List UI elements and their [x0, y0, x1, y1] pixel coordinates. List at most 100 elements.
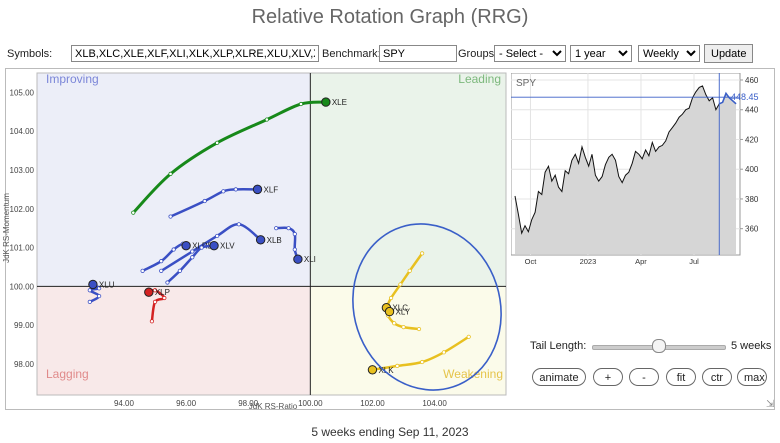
- head-marker-xlre[interactable]: [181, 240, 191, 251]
- tail-point-xlp: [149, 319, 155, 324]
- fit-button[interactable]: fit: [666, 368, 696, 386]
- tail-point-xlc: [420, 251, 425, 256]
- interval-select[interactable]: Weekly: [638, 45, 700, 62]
- tail-point-xlb: [215, 233, 220, 239]
- series-label-xlk[interactable]: XLK: [378, 366, 394, 375]
- series-label-xli[interactable]: XLI: [304, 255, 316, 264]
- tail-length-label: Tail Length:: [530, 340, 587, 352]
- tail-point-xlp: [162, 295, 167, 301]
- tail-length-value: 5 weeks: [731, 340, 772, 352]
- update-button[interactable]: Update: [704, 44, 754, 63]
- head-marker-xlu[interactable]: [88, 279, 98, 290]
- tail-point-xli: [292, 231, 297, 237]
- resize-grip-icon[interactable]: ⇲: [766, 399, 775, 410]
- benchmark-label: Benchmark:: [322, 48, 381, 60]
- plot-border: [36, 72, 507, 396]
- quadrant-weakening: [310, 286, 506, 395]
- highlight-ellipse: [352, 223, 502, 391]
- tail-point-xlc: [407, 268, 412, 273]
- x-tick-label: 98.00: [238, 399, 259, 408]
- x-tick-label: 100.00: [298, 399, 323, 408]
- y-tick-label: 99.00: [14, 321, 35, 330]
- quadrant-improving: [37, 73, 311, 287]
- tail-point-xlf: [168, 214, 173, 219]
- spy-month-label: Apr: [635, 257, 647, 266]
- tail-point-xlk: [466, 334, 471, 339]
- x-tick-label: 96.00: [176, 399, 197, 408]
- tail-xle: [131, 100, 328, 215]
- head-marker-xlv[interactable]: [209, 240, 219, 251]
- page-title: Relative Rotation Graph (RRG): [251, 6, 529, 28]
- symbols-label: Symbols:: [7, 48, 53, 60]
- tail-point-xlv: [165, 280, 170, 285]
- series-label-xlc[interactable]: XLC: [392, 304, 408, 313]
- y-tick-label: 105.00: [10, 88, 35, 97]
- spy-price-tick: 380: [745, 195, 759, 204]
- tail-point-xlv: [177, 268, 182, 273]
- y-tick-label: 104.00: [10, 127, 35, 136]
- quadrant-lagging: [37, 286, 311, 395]
- tail-point-xli: [292, 247, 297, 252]
- series-label-xlp[interactable]: XLP: [155, 288, 170, 297]
- spy-last-price: 448.45: [731, 92, 759, 102]
- head-marker-xlp[interactable]: [144, 287, 154, 297]
- spy-price-line: [514, 85, 737, 235]
- tail-point-xlv: [199, 245, 204, 250]
- head-marker-xlk[interactable]: [367, 365, 378, 375]
- period-select[interactable]: 1 year: [570, 45, 632, 62]
- head-marker-xly[interactable]: [384, 306, 395, 317]
- tail-point-xlv: [190, 255, 195, 260]
- quadrant-leading: [310, 73, 506, 287]
- series-label-xly[interactable]: XLY: [396, 308, 411, 317]
- tail-point-xlk: [420, 359, 425, 365]
- head-marker-xlb[interactable]: [255, 235, 266, 245]
- step-back-button[interactable]: -: [629, 368, 659, 386]
- tail-point-xlu: [97, 293, 102, 299]
- series-label-xlb[interactable]: XLB: [267, 236, 282, 245]
- spy-chart: SPY 460 440 420 400 380 360 Oct 2023 Apr Jul 448.…: [511, 73, 759, 266]
- x-axis-label: JdK RS-Ratio: [249, 402, 298, 411]
- tail-point-xly: [416, 326, 422, 332]
- series-label-xlv[interactable]: XLV: [220, 242, 235, 251]
- center-button[interactable]: ctr: [702, 368, 732, 386]
- step-forward-button[interactable]: +: [593, 368, 623, 386]
- series-label-xlu[interactable]: XLU: [99, 280, 115, 289]
- head-marker-xlf[interactable]: [252, 184, 263, 195]
- spy-month-label: Oct: [525, 257, 538, 266]
- tail-point-xlre: [171, 247, 176, 252]
- tail-point-xlf: [202, 198, 207, 204]
- benchmark-input[interactable]: [379, 45, 457, 62]
- series-label-xlf[interactable]: XLF: [264, 185, 279, 194]
- y-axis-label: JdK RS-Momentum: [2, 193, 11, 263]
- series-label-xle[interactable]: XLE: [332, 98, 347, 107]
- tail-point-xlk: [395, 363, 400, 369]
- tail-point-xli: [286, 226, 291, 231]
- tail-length-slider-handle[interactable]: [652, 339, 666, 353]
- tail-point-xlf: [233, 187, 238, 192]
- spy-price-tick: 440: [745, 106, 759, 115]
- groups-select[interactable]: - Select -: [494, 45, 566, 62]
- animate-button[interactable]: animate: [532, 368, 586, 386]
- tail-point-xly: [392, 321, 397, 326]
- tail-point-xlb: [236, 222, 241, 227]
- tail-point-xle: [131, 210, 136, 215]
- quadrant-label-leading: Leading: [458, 72, 501, 86]
- head-marker-xli[interactable]: [293, 254, 303, 264]
- footer-caption: 5 weeks ending Sep 11, 2023: [311, 425, 469, 439]
- maximize-button[interactable]: max: [737, 368, 767, 386]
- tail-point-xlc: [398, 282, 403, 287]
- tail-point-xlp: [152, 299, 158, 304]
- spy-month-label: 2023: [580, 257, 597, 266]
- tail-point-xlf: [221, 189, 226, 194]
- spy-month-label: Jul: [689, 257, 699, 266]
- x-tick-label: 102.00: [360, 399, 385, 408]
- symbols-input[interactable]: [71, 45, 319, 62]
- tail-point-xlc: [388, 295, 394, 301]
- spy-price-area: [515, 85, 736, 255]
- x-tick-label: 94.00: [114, 399, 135, 408]
- head-marker-xle[interactable]: [321, 97, 331, 107]
- tail-point-xle: [215, 140, 220, 145]
- tail-point-xlp: [152, 288, 158, 293]
- rrg-frame: [5, 68, 775, 410]
